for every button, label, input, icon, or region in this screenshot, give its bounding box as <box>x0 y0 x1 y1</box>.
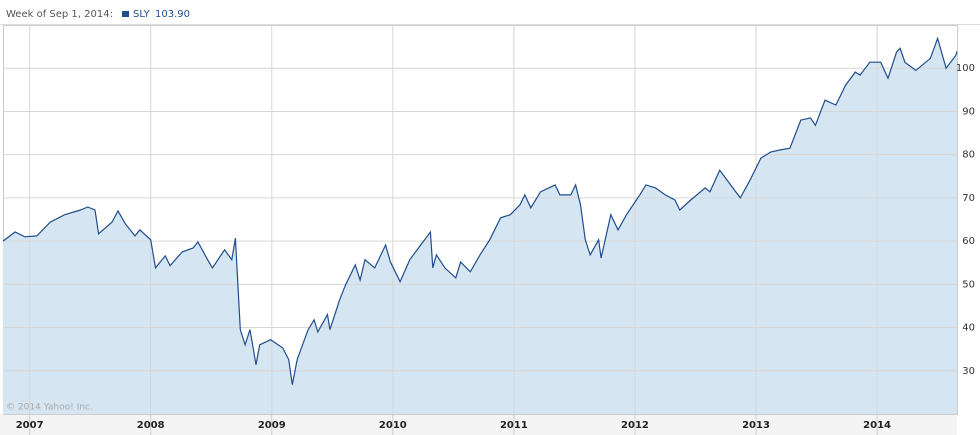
x-tick-label: 2008 <box>137 420 165 431</box>
x-tick-label: 2007 <box>16 420 44 431</box>
y-tick-label: 50 <box>962 279 975 290</box>
y-tick-label: 30 <box>962 366 975 377</box>
x-tick-label: 2014 <box>863 420 891 431</box>
legend-value: 103.90 <box>155 9 190 20</box>
y-tick-label: 60 <box>962 236 975 247</box>
x-tick-label: 2013 <box>742 420 770 431</box>
y-tick-label: 70 <box>962 193 975 204</box>
x-tick-label: 2011 <box>500 420 528 431</box>
credit: © 2014 Yahoo! Inc. <box>6 403 93 413</box>
y-tick-label: 80 <box>962 150 975 161</box>
y-tick-label: 40 <box>962 323 975 334</box>
x-axis-band <box>0 414 957 435</box>
x-tick-label: 2009 <box>258 420 286 431</box>
y-tick-label: 90 <box>962 106 975 117</box>
x-tick-label: 2010 <box>379 420 407 431</box>
x-tick-label: 2012 <box>621 420 649 431</box>
header-date: Week of Sep 1, 2014: <box>6 9 113 20</box>
legend-swatch <box>122 11 129 17</box>
plot-frame <box>3 25 958 415</box>
y-tick-label: 100 <box>956 63 975 74</box>
area <box>3 38 957 415</box>
legend-name: SLY <box>133 9 151 20</box>
line <box>2 36 958 385</box>
